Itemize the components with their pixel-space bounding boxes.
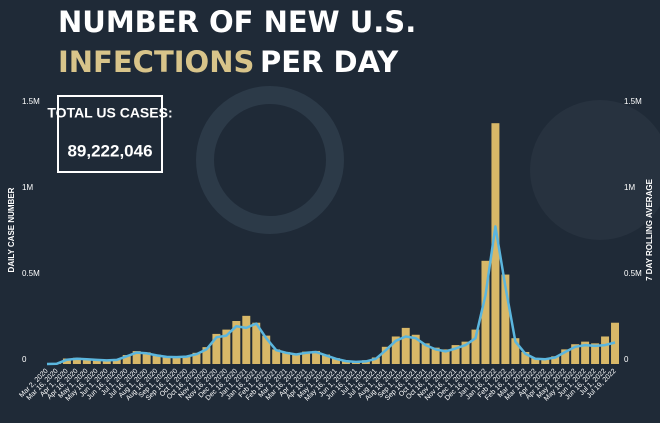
bar	[521, 351, 530, 364]
bar	[262, 335, 271, 364]
bar	[302, 351, 311, 364]
y-axis-label: DAILY CASE NUMBER	[7, 187, 16, 272]
bar	[421, 343, 430, 364]
bar	[252, 322, 261, 364]
y-tick-label: 1.5M	[22, 97, 40, 106]
bar	[272, 349, 281, 364]
bar	[401, 327, 410, 364]
bar	[102, 359, 111, 364]
bar	[541, 358, 550, 364]
bar	[62, 358, 71, 364]
title-rest: PER DAY	[260, 45, 399, 79]
virus-decoration	[530, 100, 660, 240]
bar	[212, 333, 221, 364]
y-tick-label: 0.5M	[22, 269, 40, 278]
line	[46, 225, 616, 366]
virus-decoration	[196, 86, 344, 234]
bar	[531, 357, 540, 364]
annotation-value: 89,222,046	[67, 141, 152, 160]
bar	[292, 353, 301, 364]
bar	[561, 349, 570, 364]
bar	[461, 341, 470, 364]
bar	[601, 336, 610, 364]
bar	[142, 352, 151, 364]
bar	[82, 358, 91, 364]
bar	[202, 347, 211, 364]
annotation-label: TOTAL US CASES:	[47, 105, 172, 121]
bar	[282, 351, 291, 364]
bar	[242, 315, 251, 364]
title: NUMBER OF NEW U.S.	[58, 5, 416, 39]
y-tick-label: 1M	[22, 183, 33, 192]
bar	[222, 329, 231, 364]
bar	[581, 341, 590, 364]
bar	[481, 260, 490, 364]
bar	[322, 354, 331, 364]
bar	[92, 359, 101, 364]
bar	[511, 338, 520, 364]
bar	[331, 358, 340, 364]
bar	[471, 329, 480, 364]
y2-tick-label: 0	[624, 355, 629, 364]
bar	[441, 349, 450, 364]
bar	[112, 359, 121, 364]
bar	[451, 345, 460, 364]
y2-tick-label: 1.5M	[624, 97, 642, 106]
bar	[431, 347, 440, 364]
bar	[491, 123, 500, 364]
bar	[132, 351, 141, 364]
bar	[551, 356, 560, 364]
y2-tick-label: 0.5M	[624, 269, 642, 278]
bar	[371, 357, 380, 364]
bar	[122, 355, 131, 364]
bar	[381, 346, 390, 364]
bar	[591, 343, 600, 364]
title-highlight: INFECTIONS	[58, 45, 254, 79]
bar	[172, 356, 181, 364]
annotation-box	[57, 95, 163, 173]
bar	[312, 350, 321, 364]
bar	[232, 321, 241, 364]
bar	[391, 336, 400, 364]
y2-tick-label: 1M	[624, 183, 635, 192]
bar	[162, 356, 171, 364]
bar	[192, 352, 201, 364]
bar	[72, 357, 81, 364]
y-tick-label: 0	[22, 355, 27, 364]
bar	[411, 334, 420, 364]
bar	[152, 354, 161, 364]
bar	[182, 355, 191, 364]
bar	[501, 274, 510, 364]
y2-axis-label: 7 DAY ROLLING AVERAGE	[645, 178, 654, 280]
bar	[341, 360, 350, 364]
bar	[571, 344, 580, 364]
